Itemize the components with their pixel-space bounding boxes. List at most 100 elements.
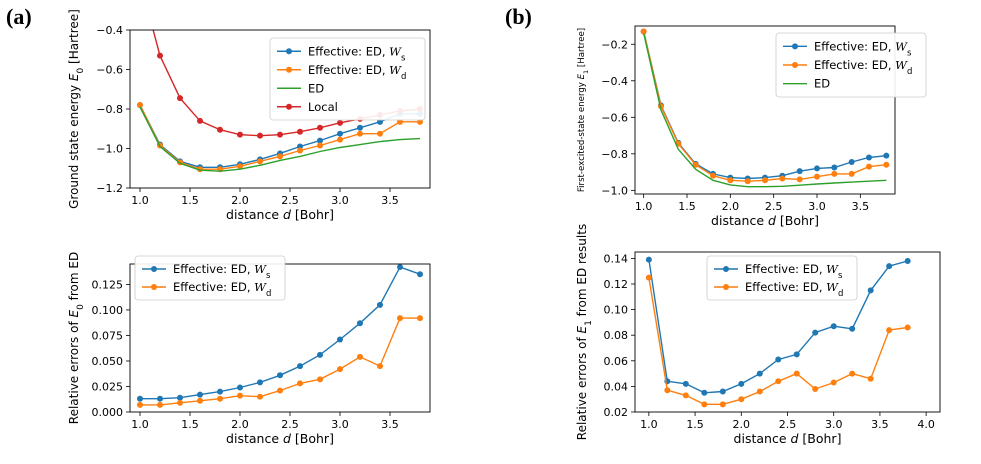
data-point [257,379,263,386]
data-point [157,395,163,402]
data-point [904,324,911,331]
chart-relative-errors-e0: 1.0 1.5 2.0 2.5 3.0 3.5 0.000 0.025 0.050 0.075 0.… [67,252,431,446]
data-point [177,394,183,401]
data-point [297,147,303,154]
data-point [217,126,223,133]
data-point [701,401,708,408]
data-point [297,380,303,387]
x-axis-label: distance d [Bohr] [226,207,334,222]
x-axis-label: distance d [Bohr] [734,431,842,446]
x-tick-label: 1.0 [131,418,149,431]
x-tick-label: 2.5 [281,418,299,431]
data-point [157,401,163,408]
data-point [710,172,716,179]
data-point [867,375,874,382]
y-tick-label: 0.000 [92,406,124,419]
data-point [317,137,323,144]
series-line-2 [643,33,887,188]
data-point [277,387,283,394]
legend-entry: Effective: ED, Ws [173,262,271,281]
data-point [337,336,343,343]
y-tick-label: −0.6 [96,64,123,77]
data-point [848,159,855,166]
y-tick-label: −0.8 [601,148,628,161]
y-tick-label: −0.4 [96,24,123,37]
data-point [357,320,363,327]
x-axis-label: distance d [Bohr] [711,213,819,228]
data-point [866,154,872,161]
y-axis-label: Relative errors of E0 from ED [67,252,86,424]
data-point [796,168,803,175]
data-point [397,264,403,271]
data-point [867,287,874,294]
legend-marker [151,284,157,290]
legend-entry: ED [814,77,830,91]
legend-entry: Effective: ED, Ws [814,39,912,58]
data-point [197,117,203,124]
data-point [137,395,143,402]
data-point [866,163,872,170]
x-tick-label: 3.0 [331,418,349,431]
chart-first-excited-energy: 1.0 1.5 2.0 2.5 3.0 3.5 −1.0 −0.8 −0.6 −0.4 −0.2 di… [577,25,927,228]
data-point [904,257,911,264]
data-point [830,379,837,386]
data-point [317,142,323,149]
data-point [793,351,800,358]
data-point [317,124,323,131]
data-point [793,370,800,377]
legend-marker [286,103,292,110]
data-point [727,177,734,184]
x-tick-label: 3.5 [381,418,399,431]
chart-ground-state-energy: 1.0 1.5 2.0 2.5 3.0 3.5 −1.2 −1.0 −0.8 −0.6 −0.4 di… [67,9,431,222]
y-tick-label: −0.4 [601,75,628,88]
data-point [397,315,403,322]
x-axis-label: distance d [Bohr] [226,431,334,446]
x-tick-label: 1.0 [640,418,658,431]
data-point [831,164,838,171]
y-axis-label: First-excited-state energy E1 [Hartree] [577,28,590,192]
data-point [719,388,726,395]
data-point [692,161,699,168]
x-tick-label: 1.5 [181,418,199,431]
data-point [357,124,363,131]
x-tick-label: 3.0 [808,200,826,213]
legend-entry: Local [308,100,338,114]
data-point [756,370,763,377]
y-tick-label: 0.125 [92,278,124,291]
legend-entry: ED [308,81,324,95]
series-group [645,256,911,408]
x-tick-label: 1.0 [635,200,653,213]
y-tick-label: 0.10 [604,304,629,317]
data-point [814,173,820,180]
x-tick-label: 2.0 [231,418,249,431]
data-point [137,401,143,408]
x-tick-label: 3.0 [331,194,349,207]
data-point [277,372,283,379]
x-tick-label: 1.5 [686,418,704,431]
legend-marker [286,48,292,55]
plot-frame [634,25,896,195]
data-point [257,393,263,400]
series-line-2 [139,106,421,172]
data-point [237,392,243,399]
data-point [831,170,838,177]
y-tick-label: 0.08 [604,329,629,342]
data-point [157,52,163,59]
data-point [277,153,283,160]
data-point [848,170,855,177]
series-group [137,264,423,408]
y-tick-label: 0.06 [604,355,629,368]
data-point [812,385,819,392]
data-point [756,388,763,395]
legend-entry: Effective: ED, Wd [308,63,406,82]
y-tick-label: 0.050 [92,355,124,368]
data-point [177,95,183,102]
data-point [377,363,383,370]
data-point [682,380,689,387]
x-tick-label: 1.5 [678,200,696,213]
data-point [812,329,819,336]
y-tick-label: −0.2 [601,38,628,51]
